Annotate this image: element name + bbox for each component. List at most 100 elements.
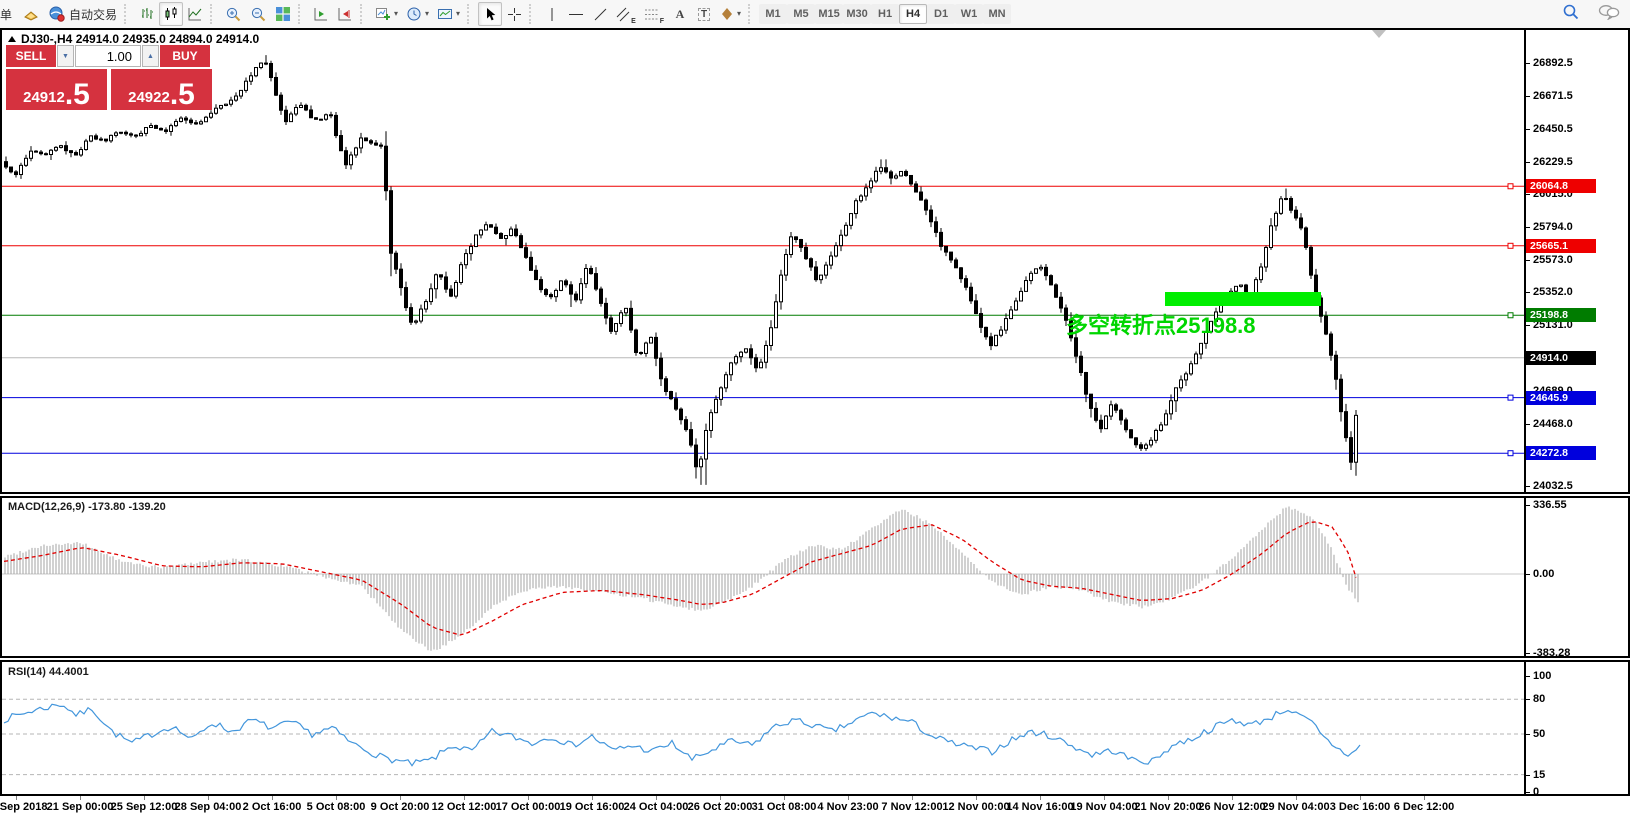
fibonacci-button[interactable]: F <box>640 2 668 26</box>
line-chart-icon <box>187 6 203 22</box>
line-price-badge[interactable]: 24645.9 <box>1526 390 1596 405</box>
candlestick-chart-button[interactable] <box>159 2 184 26</box>
pivot-annotation-text[interactable]: 多空转折点25198.8 <box>1066 313 1256 338</box>
bar-chart-icon <box>139 6 155 22</box>
buy-button[interactable]: BUY <box>160 45 210 67</box>
trendline-button[interactable] <box>588 2 612 26</box>
zoom-out-button[interactable] <box>246 2 271 26</box>
timeframe-m30-button[interactable]: M30 <box>843 4 872 24</box>
rsi-line <box>3 703 1361 767</box>
search-icon[interactable] <box>1562 3 1580 26</box>
timeframe-h4-button[interactable]: H4 <box>899 4 928 24</box>
time-tick <box>1360 796 1361 800</box>
time-label: 2 Oct 16:00 <box>242 801 302 813</box>
vertical-line-button[interactable] <box>540 2 564 26</box>
time-label: 25 Sep 12:00 <box>110 801 178 813</box>
price-tick-label-tick <box>1524 325 1530 327</box>
trendline-icon <box>593 7 608 22</box>
bar-chart-button[interactable] <box>135 2 159 26</box>
arrows-button[interactable]: ▾ <box>716 2 745 26</box>
macd-scale-label: 0.00 <box>1533 568 1555 580</box>
time-tick <box>400 796 401 800</box>
time-tick <box>912 796 913 800</box>
time-label: 19 Oct 16:00 <box>559 801 625 813</box>
price-tick-label-tick <box>1524 62 1530 64</box>
chat-icon[interactable] <box>1598 4 1620 25</box>
line-handle[interactable] <box>1507 312 1514 319</box>
line-handle[interactable] <box>1507 242 1514 249</box>
toolbar-grip <box>360 4 367 24</box>
timeframe-m5-button[interactable]: M5 <box>787 4 816 24</box>
sell-price-panel[interactable]: 24912 .5 <box>6 69 107 110</box>
text-label-button[interactable]: T <box>692 2 716 26</box>
zoom-in-button[interactable] <box>221 2 246 26</box>
volume-up-button[interactable]: ▲ <box>142 45 159 67</box>
timeframe-m15-button[interactable]: M15 <box>815 4 844 24</box>
auto-scroll-button[interactable] <box>309 2 333 26</box>
text-button[interactable]: A <box>668 2 692 26</box>
rsi-scale-label: 50 <box>1533 728 1546 740</box>
timeframe-mn-button[interactable]: MN <box>983 4 1012 24</box>
clock-icon <box>406 6 422 22</box>
cursor-button[interactable] <box>478 2 503 26</box>
chart-shift-marker-icon[interactable] <box>1372 30 1386 38</box>
price-tick-label-tick <box>1524 161 1530 163</box>
line-price-badge[interactable]: 24272.8 <box>1526 446 1596 461</box>
line-handle[interactable] <box>1507 394 1514 401</box>
chart-shift-button[interactable] <box>333 2 357 26</box>
macd-scale-label-tick <box>1524 574 1530 575</box>
volume-down-button[interactable]: ▼ <box>57 45 74 67</box>
sell-button[interactable]: SELL <box>6 45 56 67</box>
equidistant-channel-button[interactable]: E <box>612 2 640 26</box>
buy-price-frac: .5 <box>169 78 195 111</box>
line-handle[interactable] <box>1507 450 1514 457</box>
time-label: 9 Oct 20:00 <box>370 801 430 813</box>
line-price-badge[interactable]: 25198.8 <box>1526 308 1596 323</box>
crosshair-button[interactable] <box>502 2 526 26</box>
main-price-chart[interactable] <box>2 30 1524 492</box>
highlight-rectangle[interactable] <box>1165 292 1321 306</box>
time-label: 4 Nov 23:00 <box>817 801 879 813</box>
template-icon <box>437 6 453 22</box>
rsi-pane[interactable] <box>2 662 1524 794</box>
line-chart-button[interactable] <box>183 2 207 26</box>
pane-separator[interactable] <box>0 656 1630 662</box>
text-label-icon: T <box>697 7 711 21</box>
periods-button[interactable]: ▾ <box>402 2 433 26</box>
new-chart-button[interactable]: ▾ <box>371 2 402 26</box>
timeframe-h1-button[interactable]: H1 <box>871 4 900 24</box>
timeframe-w1-button[interactable]: W1 <box>955 4 984 24</box>
candlestick-chart-icon <box>163 6 179 22</box>
time-tick <box>1168 796 1169 800</box>
rsi-scale-label-tick <box>1524 774 1530 776</box>
auto-trading-button[interactable]: 自动交易 <box>44 2 121 26</box>
time-tick <box>80 796 81 800</box>
arrows-icon <box>720 7 734 21</box>
fibo-letter: F <box>659 18 665 25</box>
tile-windows-button[interactable] <box>271 2 295 26</box>
new-order-button[interactable]: 单 <box>0 2 18 26</box>
line-price-badge[interactable]: 26064.8 <box>1526 179 1596 194</box>
buy-price-panel[interactable]: 24922 .5 <box>111 69 212 110</box>
price-tick-label: 24032.5 <box>1533 480 1573 492</box>
macd-pane[interactable] <box>2 498 1524 656</box>
order-pouch-button[interactable] <box>18 2 44 26</box>
vertical-line-icon <box>545 7 559 22</box>
time-tick <box>16 796 17 800</box>
rsi-scale-label: 0 <box>1533 786 1540 798</box>
chart-title-text: DJ30-,H4 24914.0 24935.0 24894.0 24914.0 <box>21 32 260 46</box>
time-label: 7 Nov 12:00 <box>881 801 943 813</box>
auto-trading-icon <box>48 6 66 22</box>
rsi-scale-label: 80 <box>1533 693 1546 706</box>
timeframe-m1-button[interactable]: M1 <box>759 4 788 24</box>
templates-button[interactable]: ▾ <box>433 2 464 26</box>
timeframe-d1-button[interactable]: D1 <box>927 4 956 24</box>
cursor-icon <box>483 7 497 22</box>
horizontal-line-button[interactable] <box>564 2 588 26</box>
pane-separator[interactable] <box>0 492 1630 498</box>
toolbar-grip <box>210 4 217 24</box>
line-price-badge[interactable]: 25665.1 <box>1526 238 1596 253</box>
line-handle[interactable] <box>1507 183 1514 190</box>
volume-input[interactable] <box>75 45 141 67</box>
fibonacci-icon <box>644 7 659 22</box>
